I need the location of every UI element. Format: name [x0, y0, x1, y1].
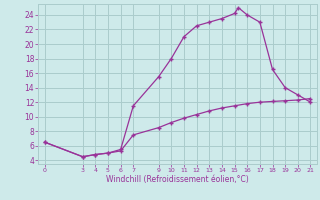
X-axis label: Windchill (Refroidissement éolien,°C): Windchill (Refroidissement éolien,°C): [106, 175, 249, 184]
